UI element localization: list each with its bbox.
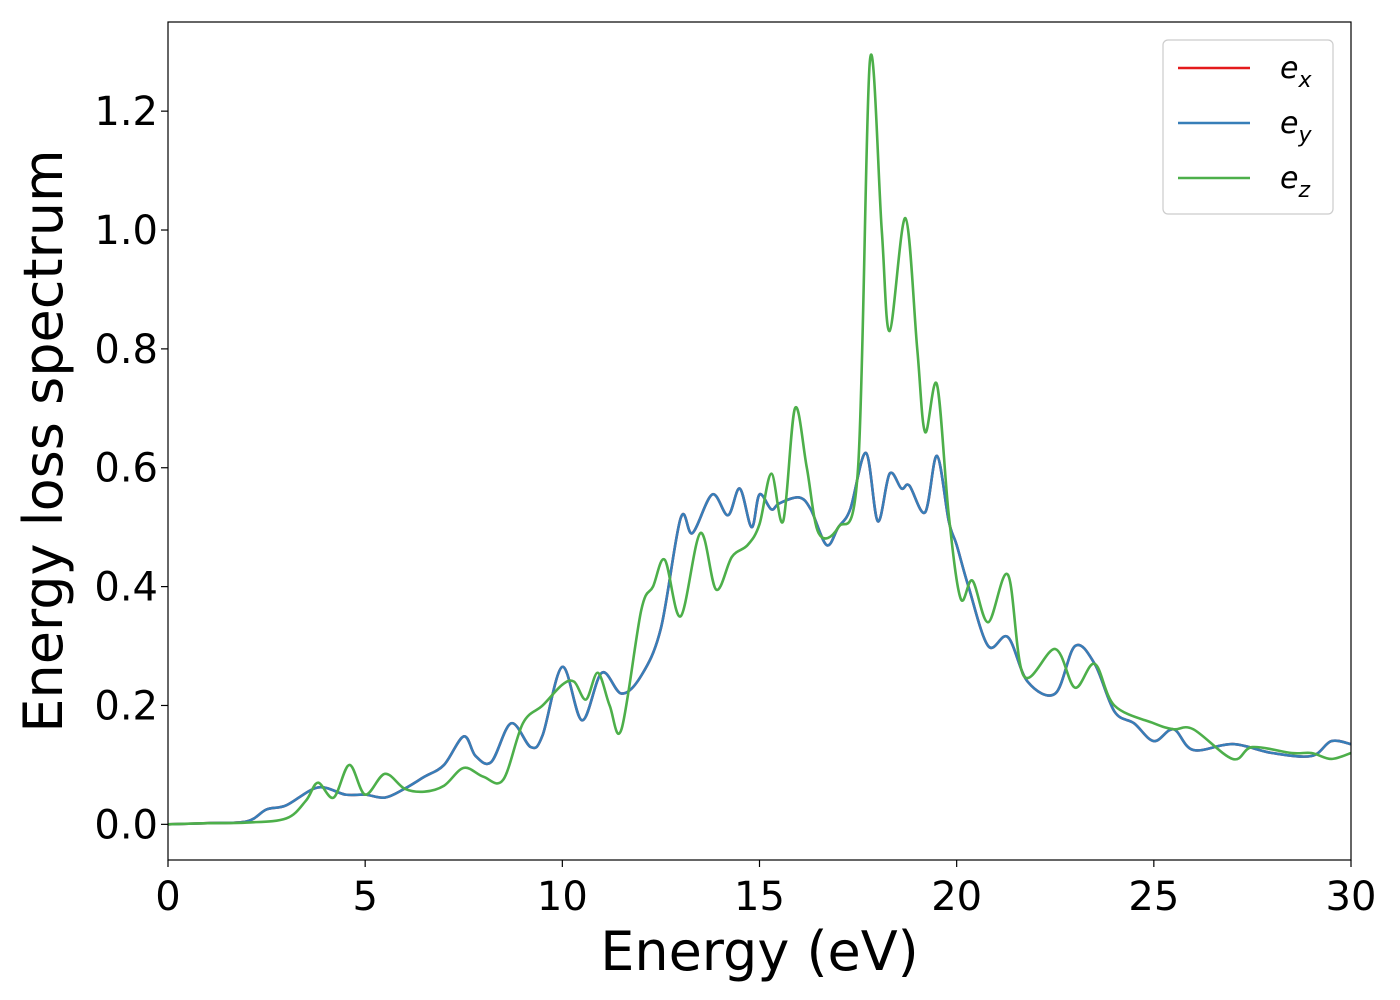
legend-label-e-x: ex <box>1280 51 1312 93</box>
y-tick-label: 1.2 <box>94 89 158 135</box>
x-tick-label: 20 <box>931 874 982 920</box>
y-tick-label: 0.4 <box>94 565 158 611</box>
x-axis-title: Energy (eV) <box>600 920 919 983</box>
series-layer <box>167 53 1352 826</box>
legend-label-subscript: x <box>1297 68 1312 93</box>
series-line-e-z <box>167 53 1352 826</box>
x-axis-ticks: 0 5 10 15 20 25 30 <box>155 860 1376 920</box>
y-tick-label: 0.2 <box>94 683 158 729</box>
x-tick-label: 15 <box>734 874 785 920</box>
legend-label-base: e <box>1280 161 1298 196</box>
x-tick-label: 30 <box>1326 874 1377 920</box>
x-tick-label: 10 <box>537 874 588 920</box>
legend-label-base: e <box>1280 106 1298 141</box>
legend-label-e-z: ez <box>1280 161 1310 203</box>
y-tick-label: 0.8 <box>94 327 158 373</box>
x-tick-label: 0 <box>155 874 180 920</box>
y-tick-label: 0.6 <box>94 446 158 492</box>
series-line-e-y <box>167 451 1352 826</box>
y-axis-ticks: 0.0 0.2 0.4 0.6 0.8 1.0 1.2 <box>94 89 168 848</box>
legend-label-subscript: z <box>1297 178 1310 203</box>
y-axis-title: Energy loss spectrum <box>12 149 75 732</box>
x-tick-label: 5 <box>352 874 377 920</box>
legend-label-e-y: ey <box>1280 106 1312 148</box>
x-tick-label: 25 <box>1128 874 1179 920</box>
legend-label-base: e <box>1280 51 1298 86</box>
legend-box <box>1162 39 1334 215</box>
y-tick-label: 0.0 <box>94 802 158 848</box>
y-tick-label: 1.0 <box>94 208 158 254</box>
legend-label-subscript: y <box>1297 123 1312 148</box>
